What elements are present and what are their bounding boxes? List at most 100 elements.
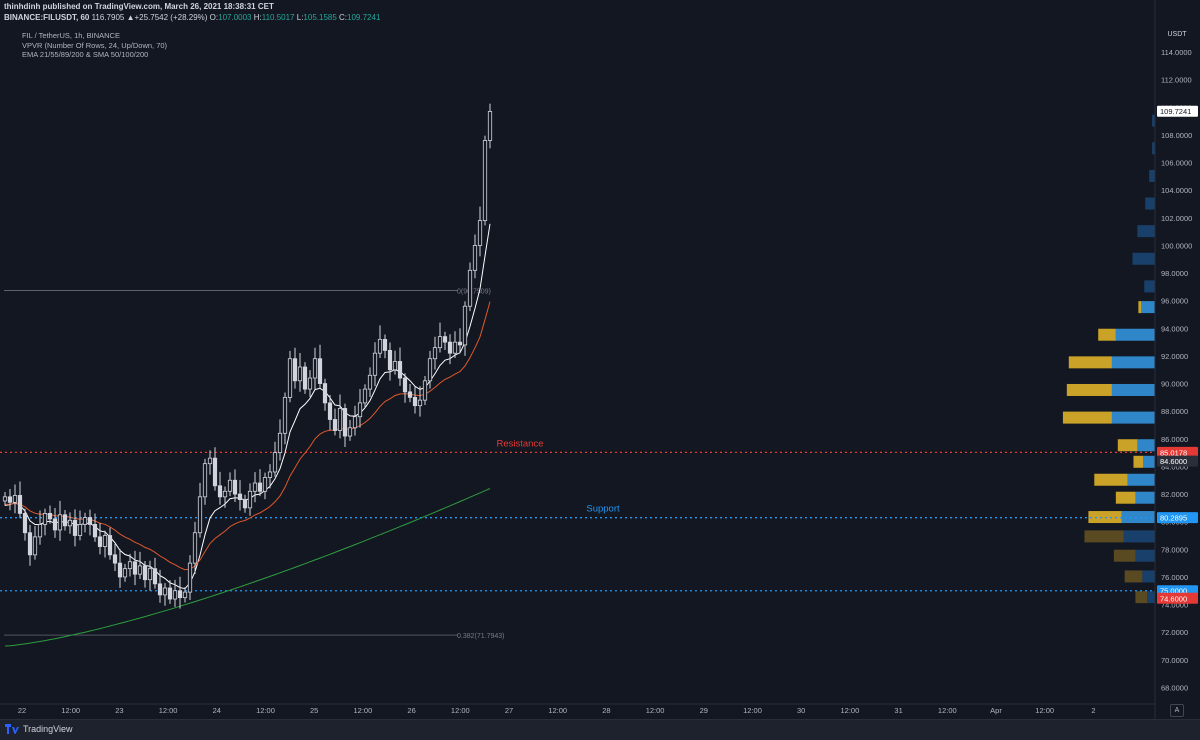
time-tick-label: 12:00 [646,706,665,715]
time-tick-label: 29 [700,706,708,715]
candle-body [47,513,53,520]
volume-profile-down-bar [1115,491,1136,504]
candle-body [422,380,428,401]
time-tick-label: 12:00 [159,706,178,715]
price-change: 116.7905 ▲+25.7542 (+28.29%) [91,13,208,22]
candle-body [182,591,188,599]
candle-body [7,496,13,503]
candle-body [102,535,108,547]
candle-body [127,561,133,570]
volume-profile-up-bar [1143,455,1157,468]
candle-body [177,590,183,599]
volume-profile-up-bar [1115,328,1157,341]
time-tick-label: 12:00 [256,706,275,715]
candle-body [247,490,253,509]
candle-body [307,377,313,390]
volume-profile-down-bar [1068,356,1112,369]
candle-body [432,347,438,360]
time-tick-label: 12:00 [451,706,470,715]
symbol-line: BINANCE:FILUSDT, 60 116.7905 ▲+25.7542 (… [4,13,380,22]
price-label-box [1157,105,1198,117]
price-tick-label: 102.0000 [1161,214,1192,223]
candle-body [97,536,103,547]
candle-body [427,358,433,382]
candle-body [77,524,83,536]
time-tick-label: 12:00 [841,706,860,715]
price-tick-label: 98.0000 [1161,269,1188,278]
low-label: L: [296,13,304,22]
candle-body [457,341,463,346]
candle-body [17,495,23,514]
candle-body [367,374,373,390]
candle-body [157,583,163,596]
price-label-text: 75.0000 [1160,587,1187,596]
candle-body [362,388,368,404]
close-label: C: [339,13,348,22]
candle-body [252,482,258,492]
volume-profile-down-bar [1098,328,1116,341]
candle-body [382,338,388,351]
volume-profile-down-bar [1094,473,1128,486]
candle-body [187,562,193,593]
candle-body [337,408,343,431]
candle-body [282,396,288,434]
candle-body [352,416,358,429]
open-label: O: [209,13,219,22]
level-label: Resistance [497,438,544,449]
price-tick-label: 94.0000 [1161,324,1188,333]
candle-body [152,568,158,585]
time-tick-label: 24 [213,706,221,715]
candle-body [287,358,293,398]
volume-profile-up-bar [1135,549,1157,562]
price-tick-label: 90.0000 [1161,380,1188,389]
candle-body [302,366,308,390]
candle-body [322,383,328,404]
time-tick-label: 12:00 [548,706,567,715]
candle-body [142,565,148,581]
volume-profile-up-bar [1121,511,1157,524]
volume-profile-down-bar [1138,301,1142,314]
candle-body [472,245,478,271]
time-tick-label: 26 [407,706,415,715]
price-tick-label: 74.0000 [1161,601,1188,610]
candle-body [232,479,238,495]
time-tick-label: Apr [990,706,1002,715]
time-tick-label: 12:00 [354,706,373,715]
candle-body [122,568,128,578]
time-tick-label: 12:00 [938,706,957,715]
price-label-box [1157,512,1198,524]
tradingview-logo-text: TradingView [23,724,73,734]
price-label-text: 80.2895 [1160,514,1187,523]
candle-body [487,111,493,141]
candle-body [277,432,283,454]
candle-body [262,477,268,492]
high-value: 110.5017 [261,13,295,22]
indicator-vpvr[interactable]: VPVR (Number Of Rows, 24, Up/Down, 70) [22,41,168,50]
indicator-ma[interactable]: EMA 21/55/89/200 & SMA 50/100/200 [22,50,149,59]
price-tick-label: 72.0000 [1161,628,1188,637]
candle-body [447,341,453,354]
candle-body [112,554,118,564]
candle-body [172,590,178,600]
volume-profile-down-bar [1124,570,1143,583]
candle-body [357,402,363,418]
candle-body [162,587,168,596]
price-tick-label: 76.0000 [1161,573,1188,582]
candle-body [207,457,213,465]
candle-body [87,517,93,525]
volume-profile-up-bar [1123,530,1157,543]
candle-body [82,517,88,525]
candle-body [442,336,448,343]
indicator-title[interactable]: FIL / TetherUS, 1h, BINANCE [22,31,120,40]
tradingview-logo[interactable]: TradingView [5,724,73,734]
price-tick-label: 112.0000 [1161,76,1192,85]
symbol-name[interactable]: BINANCE:FILUSDT, 60 [4,13,90,22]
volume-profile-up-bar [1142,570,1157,583]
candle-body [332,419,338,431]
price-label-text: 74.6000 [1160,594,1187,603]
price-tick-label: 86.0000 [1161,435,1188,444]
volume-profile-up-bar [1149,169,1157,182]
volume-profile-down-bar [1135,591,1148,604]
auto-scale-button[interactable]: A [1170,704,1184,717]
